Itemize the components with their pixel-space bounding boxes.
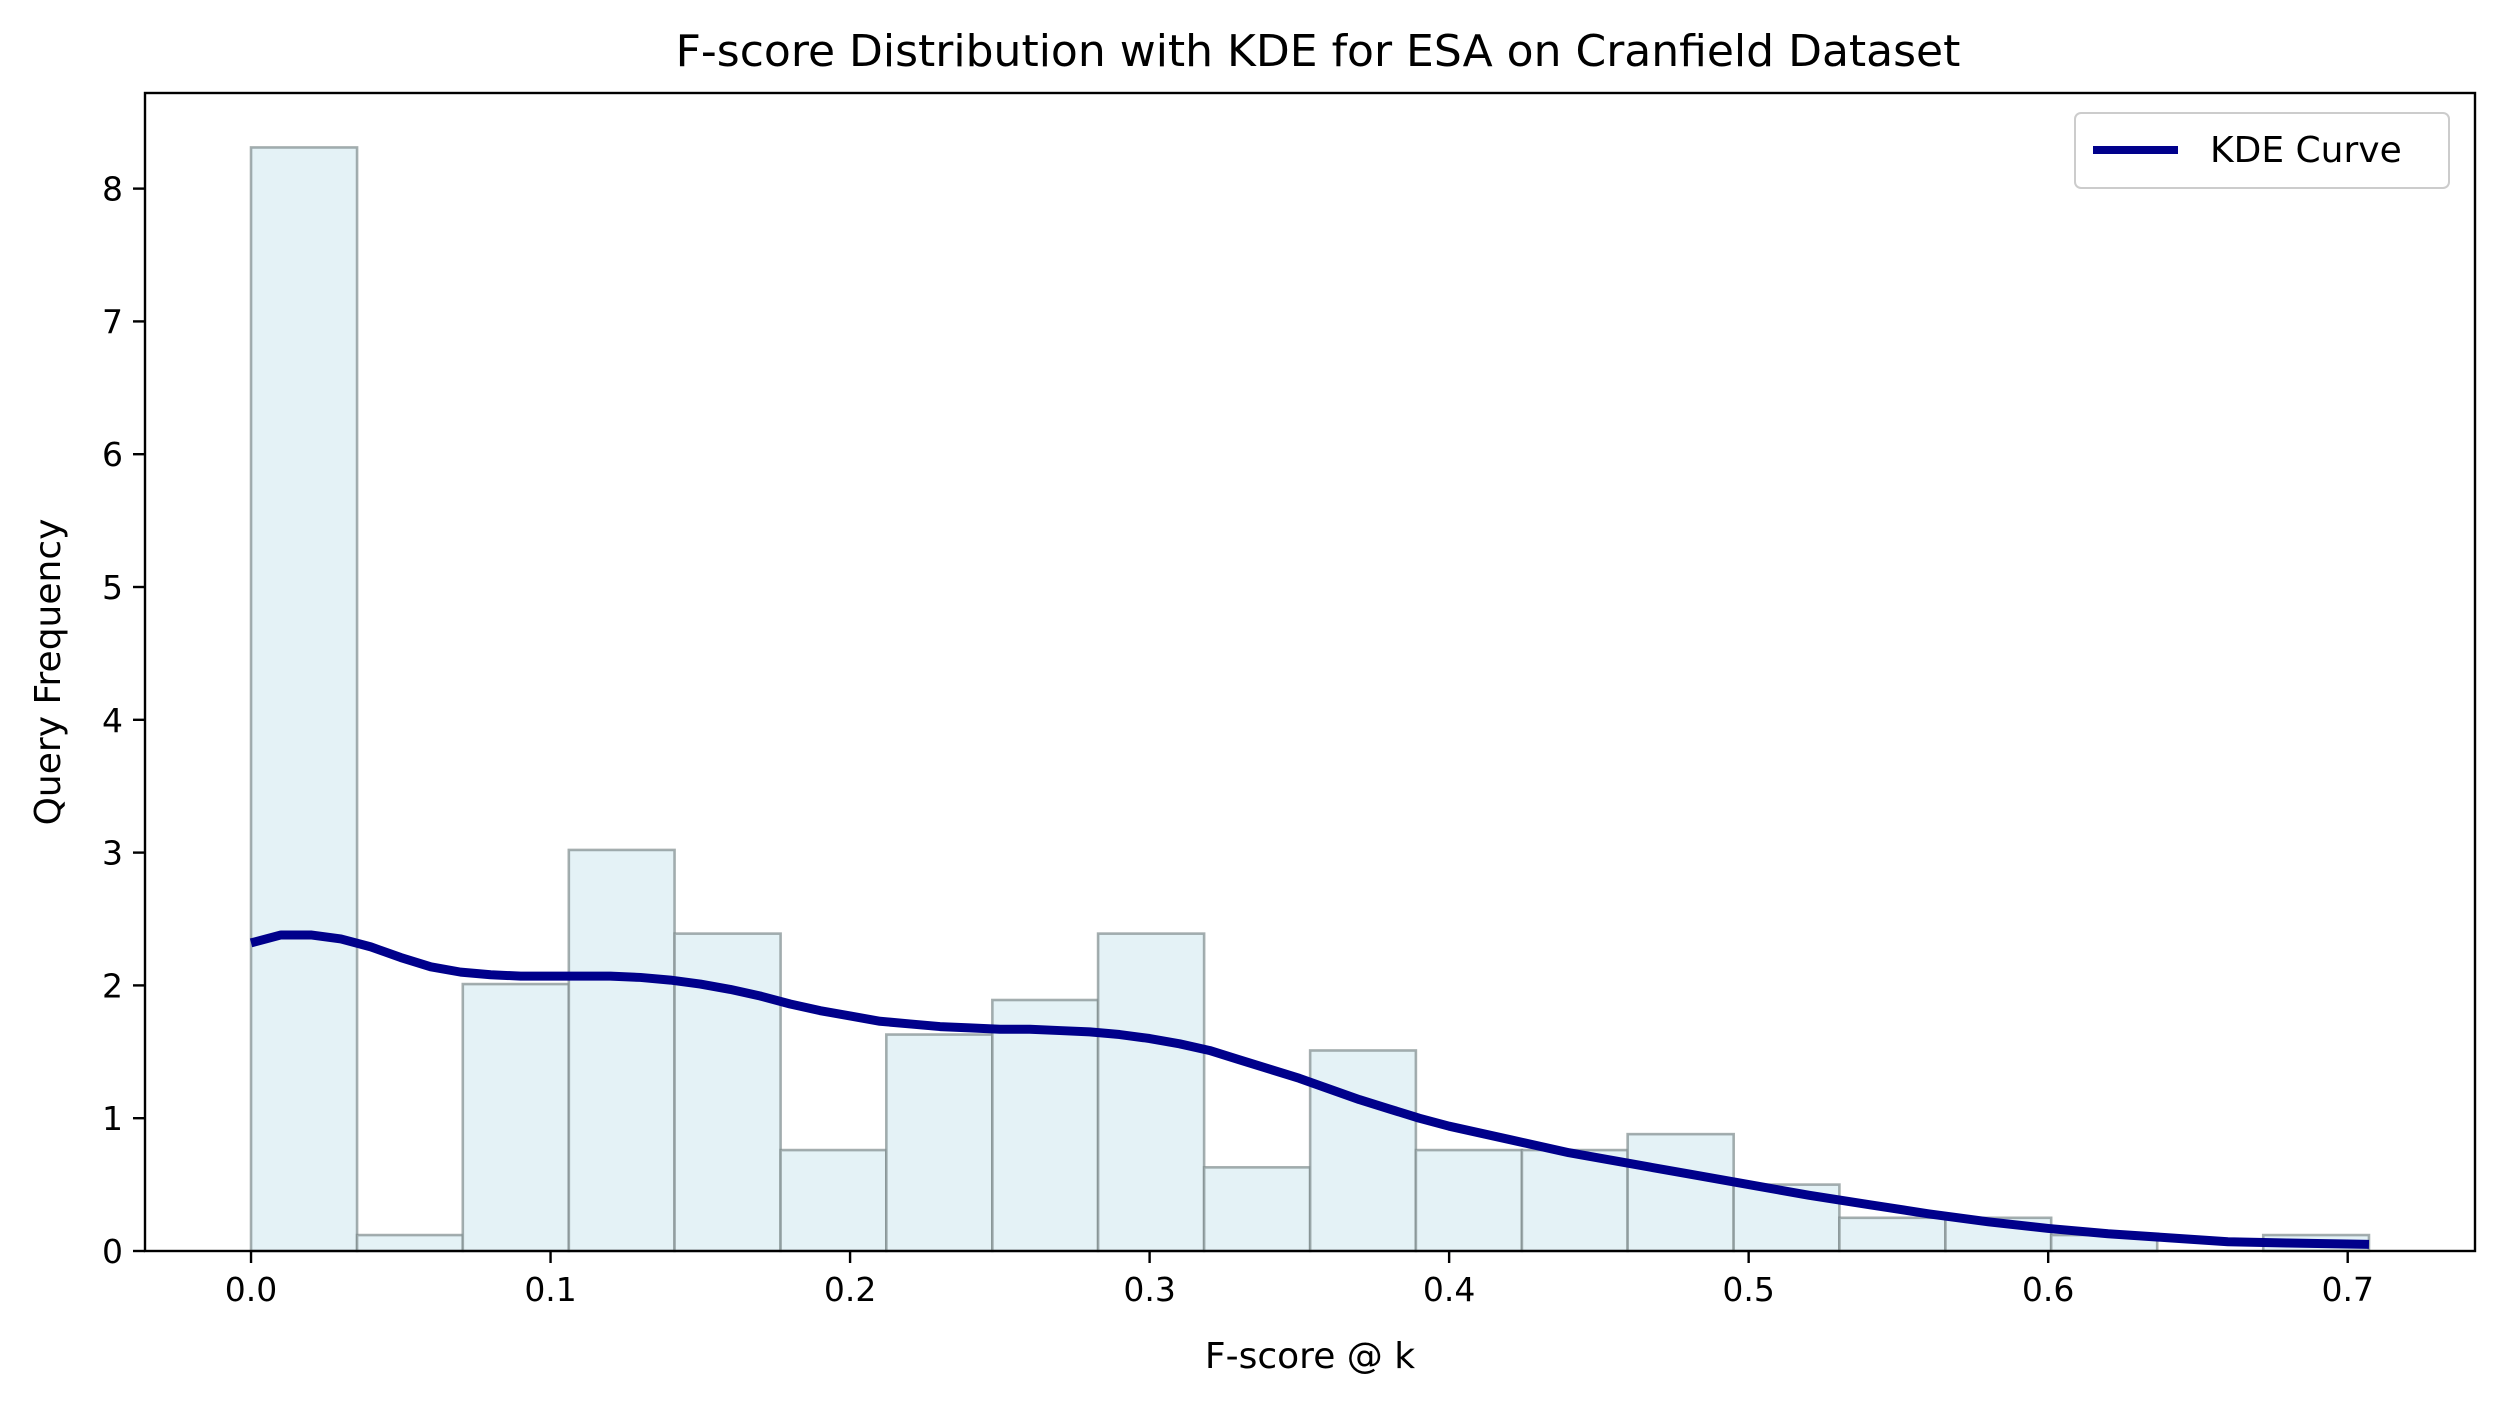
y-tick-label: 5 bbox=[102, 568, 123, 607]
x-tick-label: 0.6 bbox=[2022, 1270, 2074, 1309]
histogram-bar bbox=[1838, 1216, 1947, 1253]
y-tick-label: 2 bbox=[102, 966, 123, 1005]
x-tick-label: 0.2 bbox=[824, 1270, 876, 1309]
y-axis-label: Query Frequency bbox=[28, 519, 69, 826]
kde-curve-line bbox=[249, 930, 2370, 1249]
histogram-bar bbox=[1414, 1148, 1524, 1253]
x-tick-label: 0.0 bbox=[225, 1270, 277, 1309]
y-tick-label: 4 bbox=[102, 701, 123, 740]
x-axis: 0.0 0.1 0.2 0.3 0.4 0.5 0.6 0.7 bbox=[225, 1251, 2374, 1309]
histogram-bar bbox=[249, 146, 359, 1253]
y-axis: 0 1 2 3 4 5 6 7 8 bbox=[102, 170, 145, 1271]
histogram-bar bbox=[1520, 1148, 1629, 1253]
histogram-bars bbox=[249, 146, 2371, 1253]
legend-box bbox=[2074, 112, 2450, 189]
legend: KDE Curve bbox=[2074, 112, 2450, 189]
y-tick-label: 0 bbox=[102, 1232, 123, 1271]
legend-kde-label: KDE Curve bbox=[2210, 130, 2402, 171]
plot-frame bbox=[143, 91, 2477, 1253]
kde-layer bbox=[249, 930, 2370, 1249]
histogram-bar bbox=[1202, 1166, 1312, 1253]
y-tick-label: 6 bbox=[102, 435, 123, 474]
x-tick-label: 0.7 bbox=[2321, 1270, 2373, 1309]
y-tick-label: 3 bbox=[102, 834, 123, 873]
histogram-bar bbox=[1626, 1132, 1735, 1253]
x-tick-label: 0.3 bbox=[1123, 1270, 1175, 1309]
x-tick-label: 0.4 bbox=[1423, 1270, 1475, 1309]
histogram-bar bbox=[461, 982, 571, 1253]
y-tick-label: 7 bbox=[102, 302, 123, 341]
y-tick-label: 1 bbox=[102, 1099, 123, 1138]
histogram-bar bbox=[991, 998, 1100, 1253]
histogram-bar bbox=[567, 848, 676, 1253]
y-tick-label: 8 bbox=[102, 170, 123, 209]
histogram-bar bbox=[355, 1233, 465, 1253]
x-axis-label: F-score @ k bbox=[1205, 1336, 1415, 1377]
histogram-bar bbox=[885, 1033, 994, 1253]
chart-title: F-score Distribution with KDE for ESA on… bbox=[676, 26, 1961, 77]
histogram-bar bbox=[1308, 1049, 1418, 1253]
histogram-bar bbox=[1096, 932, 1206, 1253]
histogram-bar bbox=[779, 1148, 888, 1253]
x-tick-label: 0.5 bbox=[1722, 1270, 1774, 1309]
x-tick-label: 0.1 bbox=[524, 1270, 576, 1309]
